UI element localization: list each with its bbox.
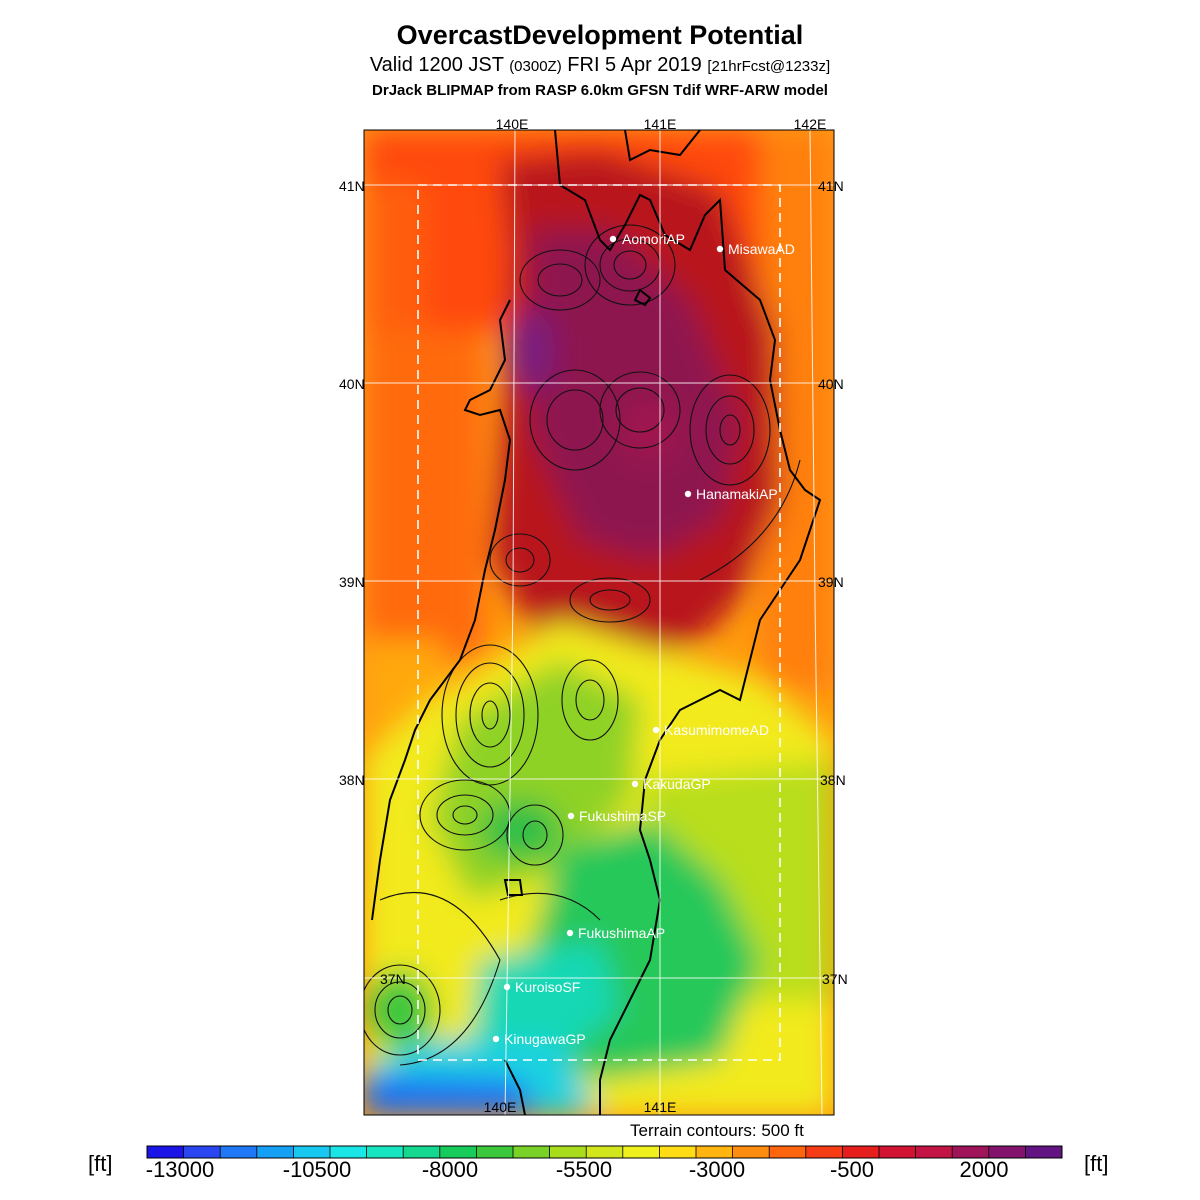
coastline (371, 130, 822, 1115)
colorbar-tick-label: -500 (829, 1157, 875, 1182)
terrain-contours-note: Terrain contours: 500 ft (630, 1121, 804, 1140)
colorbar-swatch (366, 1146, 404, 1158)
colorbar-swatch (403, 1146, 441, 1158)
colorbar-swatch (842, 1146, 880, 1158)
station-marker (503, 983, 511, 991)
colorbar-swatch (769, 1146, 807, 1158)
lat-label-left: 39N (339, 574, 365, 590)
station-marker (609, 235, 617, 243)
colorbar-swatch (988, 1146, 1026, 1158)
lat-label-left: 37N (380, 971, 406, 987)
unit-label-right: [ft] (1084, 1151, 1109, 1176)
lat-label-left: 41N (339, 178, 365, 194)
lat-label-right: 37N (822, 971, 848, 987)
colorbar-swatch (476, 1146, 514, 1158)
colorbar-swatch (330, 1146, 368, 1158)
station-marker (567, 812, 575, 820)
lat-label-right: 41N (818, 178, 844, 194)
station-label: HanamakiAP (696, 486, 778, 502)
colorbar-swatch (696, 1146, 734, 1158)
terrain-contours (364, 224, 801, 1066)
colorbar-swatch (256, 1146, 294, 1158)
colorbar-tick-label: -5500 (555, 1157, 613, 1182)
colorbar-tick-label: 2000 (959, 1157, 1009, 1182)
lon-label-top: 140E (496, 116, 529, 132)
colorbar-frame (146, 1145, 1063, 1159)
colorbar-swatch (549, 1146, 587, 1158)
forecast-info: [21hrFcst@1233z] (707, 58, 831, 75)
colorbar-swatch (220, 1146, 258, 1158)
colorbar-tick-label: -13000 (145, 1157, 215, 1182)
station-label: AomoriAP (622, 231, 685, 247)
lon-label-bottom: 141E (644, 1099, 677, 1115)
lat-label-left: 38N (339, 772, 365, 788)
valid-date: FRI 5 Apr 2019 (567, 54, 702, 76)
lat-label-right: 40N (818, 376, 844, 392)
station-marker (566, 929, 574, 937)
unit-label-left: [ft] (88, 1151, 113, 1176)
colorbar-tick-label: -8000 (421, 1157, 479, 1182)
stations: AomoriAP MisawaAD HanamakiAP KasumimomeA… (492, 231, 795, 1047)
colorbar-swatch (439, 1146, 477, 1158)
colorbar-tick-label: -3000 (688, 1157, 746, 1182)
colorbar-swatch (659, 1146, 697, 1158)
lat-label-right: 38N (820, 772, 846, 788)
lat-label-left: 40N (339, 376, 365, 392)
lon-label-bottom: 140E (484, 1099, 517, 1115)
colorbar-swatch (183, 1146, 221, 1158)
station-marker (716, 245, 724, 253)
station-marker (492, 1035, 500, 1043)
station-label: KakudaGP (643, 776, 711, 792)
map-title: OvercastDevelopment Potential (396, 20, 804, 50)
station-marker (631, 780, 639, 788)
station-label: FukushimaAP (578, 925, 665, 941)
valid-time-line: Valid 1200 JST (0300Z) FRI 5 Apr 2019 [2… (0, 54, 1200, 77)
domain-box (417, 184, 781, 1061)
colorbar-swatch (513, 1146, 551, 1158)
station-label: KuroisoSF (515, 979, 580, 995)
graticule (364, 129, 834, 1116)
colorbar-swatch (293, 1146, 331, 1158)
station-label: FukushimaSP (579, 808, 666, 824)
model-description: DrJack BLIPMAP from RASP 6.0km GFSN Tdif… (372, 82, 828, 99)
colorbar-swatch (952, 1146, 990, 1158)
colorbar-swatch (805, 1146, 843, 1158)
colorbar-tick-label: -10500 (282, 1157, 352, 1182)
colorbar-swatch (622, 1146, 660, 1158)
colorbar-swatch (879, 1146, 917, 1158)
lon-label-top: 141E (644, 116, 677, 132)
axis-labels: 140E 141E 142E 140E 141E 41N 40N 39N 38N… (339, 116, 848, 1115)
station-marker (684, 490, 692, 498)
station-label: KasumimomeAD (664, 722, 769, 738)
lon-label-top: 142E (794, 116, 827, 132)
colorbar (146, 1145, 1063, 1159)
colorbar-swatch (732, 1146, 770, 1158)
colorbar-swatch (915, 1146, 953, 1158)
colorbar-swatch (147, 1146, 185, 1158)
colorbar-swatch (586, 1146, 624, 1158)
station-label: MisawaAD (728, 241, 795, 257)
map-frame (363, 129, 835, 1116)
valid-prefix: Valid 1200 JST (369, 54, 504, 76)
colorbar-swatch (1025, 1146, 1063, 1158)
lat-label-right: 39N (818, 574, 844, 590)
station-marker (652, 726, 660, 734)
station-label: KinugawaGP (504, 1031, 586, 1047)
valid-utc: (0300Z) (509, 58, 562, 75)
field-layer (364, 130, 834, 1115)
